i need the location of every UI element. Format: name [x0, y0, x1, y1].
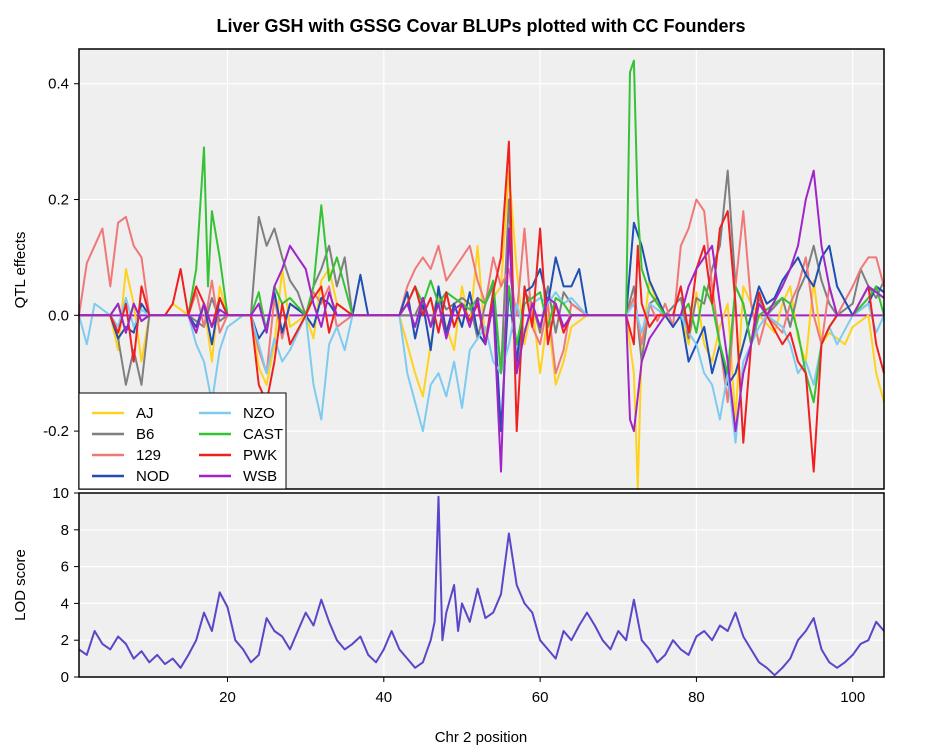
lod-series: [78, 495, 885, 677]
x-tick-label: 80: [688, 689, 705, 706]
y-tick-label: 0.0: [48, 307, 69, 324]
effects-y-axis-label: QTL effects: [12, 232, 29, 309]
lod-plot-area: [79, 493, 884, 677]
x-ticks: 20 40 60 80 100: [219, 677, 865, 706]
y-tick-label: 4: [61, 595, 69, 612]
legend-label-cast: CAST: [243, 426, 283, 443]
legend-label-aj: AJ: [136, 405, 154, 422]
y-tick-label: 6: [61, 559, 69, 576]
y-tick-label: 2: [61, 632, 69, 649]
y-tick-label: -0.2: [43, 423, 69, 440]
lod-y-axis-label: LOD score: [12, 549, 29, 621]
lod-plot-border: [78, 492, 885, 678]
effects-series: [78, 59, 885, 490]
legend-label-wsb: WSB: [243, 468, 277, 485]
effects-y-ticks: -0.2 0.0 0.2 0.4: [43, 76, 79, 440]
legend: AJ B6 129 NOD NZO CAST PWK WSB: [78, 392, 287, 490]
chart-title: Liver GSH with GSSG Covar BLUPs plotted …: [216, 16, 745, 36]
series-line-wsb: [79, 169, 885, 473]
y-tick-label: 8: [61, 522, 69, 539]
legend-label-nod: NOD: [136, 468, 170, 485]
x-tick-label: 40: [375, 689, 392, 706]
effects-plot-border: [78, 48, 885, 490]
x-tick-label: 60: [532, 689, 549, 706]
lod-line: [78, 495, 885, 677]
y-tick-label: 0: [61, 669, 69, 686]
lod-y-ticks: 0 2 4 6 8 10: [52, 485, 79, 686]
series-line-129: [78, 198, 885, 404]
legend-label-129: 129: [136, 447, 161, 464]
y-tick-label: 0.4: [48, 76, 69, 93]
y-tick-label: 0.2: [48, 192, 69, 209]
legend-box: [78, 392, 287, 490]
legend-label-nzo: NZO: [243, 405, 275, 422]
x-tick-label: 100: [840, 689, 865, 706]
legend-label-pwk: PWK: [243, 447, 277, 464]
x-axis-label: Chr 2 position: [435, 729, 528, 746]
x-tick-label: 20: [219, 689, 236, 706]
legend-label-b6: B6: [136, 426, 154, 443]
y-tick-label: 10: [52, 485, 69, 502]
